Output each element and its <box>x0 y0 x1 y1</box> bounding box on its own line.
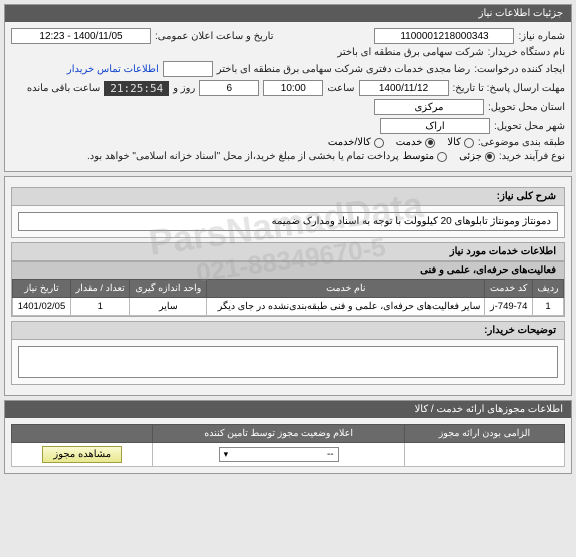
subject-option-1[interactable]: خدمت <box>396 137 436 148</box>
delivery-prov-value: مرکزی <box>374 99 484 115</box>
process-option-1[interactable]: متوسط <box>403 151 447 162</box>
panel-need-details: جزئیات اطلاعات نیاز شماره نیاز: 11000012… <box>4 4 572 172</box>
services-th-4: تعداد / مقدار <box>70 280 130 298</box>
process-radio-group: جزئی متوسط <box>403 151 495 162</box>
panel-header-1: جزئیات اطلاعات نیاز <box>5 5 571 22</box>
need-no-label: شماره نیاز: <box>518 31 565 42</box>
panel-header-3: اطلاعات مجوزهای ارائه خدمت / کالا <box>5 401 571 418</box>
process-radio-icon-0 <box>485 152 495 162</box>
services-td-0-3: سایر <box>130 298 207 316</box>
subject-radio-icon-2 <box>374 138 384 148</box>
services-th-2: نام خدمت <box>207 280 485 298</box>
services-td-0-4: 1 <box>70 298 130 316</box>
process-label-0: جزئی <box>459 151 482 162</box>
permit-action-cell: مشاهده مجوز <box>12 443 153 467</box>
buyer-org-value: شرکت سهامی برق منطقه ای باختر <box>337 47 483 58</box>
process-label-1: متوسط <box>403 151 434 162</box>
delivery-city-label: شهر محل تحویل: <box>494 121 565 132</box>
panel-need-body: شرح کلی نیاز: دمونتاژ ومونتاژ تابلوهای 2… <box>4 176 572 396</box>
process-option-0[interactable]: جزئی <box>459 151 495 162</box>
permit-status-select[interactable]: -- <box>219 447 339 462</box>
permits-table: الزامی بودن ارائه مجوزاعلام وضعیت مجوز ت… <box>11 424 565 467</box>
days-label: روز و <box>173 83 195 94</box>
subject-label-2: کالا/خدمت <box>328 137 371 148</box>
delivery-city-value: اراک <box>380 118 490 134</box>
remaining-label: ساعت باقی مانده <box>27 83 100 94</box>
services-th-5: تاریخ نیاز <box>13 280 71 298</box>
deadline-date: 1400/11/12 <box>359 80 449 96</box>
buyer-notes-label: توضیحات خریدار: <box>12 322 564 340</box>
buyer-org-label: نام دستگاه خریدار: <box>488 47 565 58</box>
days-value: 6 <box>199 80 259 96</box>
services-th-3: واحد اندازه گیری <box>130 280 207 298</box>
permit-required-cell <box>404 443 564 467</box>
countdown-timer: 21:25:54 <box>104 81 169 96</box>
view-permit-button[interactable]: مشاهده مجوز <box>42 446 122 463</box>
contact-extra-box <box>163 61 213 77</box>
subject-radio-icon-0 <box>464 138 474 148</box>
permits-th-1: اعلام وضعیت مجوز توسط تامین کننده <box>153 425 404 443</box>
announce-label: تاریخ و ساعت اعلان عمومی: <box>155 31 274 42</box>
subject-label-1: خدمت <box>396 137 423 148</box>
requester-value: رضا مجدی خدمات دفتری شرکت سهامی برق منطق… <box>217 64 471 75</box>
services-th-0: ردیف <box>532 280 563 298</box>
category-band: فعالیت‌های حرفه‌ای، علمی و فنی <box>12 261 564 279</box>
deadline-time: 10:00 <box>263 80 323 96</box>
panel-permits: اطلاعات مجوزهای ارائه خدمت / کالا الزامی… <box>4 400 572 474</box>
select-placeholder: -- <box>327 449 334 460</box>
delivery-prov-label: استان محل تحویل: <box>488 102 565 113</box>
process-label: نوع فرآیند خرید: <box>499 151 565 162</box>
services-td-0-0: 1 <box>532 298 563 316</box>
subject-class-label: طبقه بندی موضوعی: <box>478 137 565 148</box>
buyer-notes-input[interactable] <box>18 346 558 378</box>
deadline-label: مهلت ارسال پاسخ: تا تاریخ: <box>453 83 565 94</box>
services-td-0-5: 1401/02/05 <box>13 298 71 316</box>
general-desc-label: شرح کلی نیاز: <box>12 188 564 206</box>
contact-link[interactable]: اطلاعات تماس خریدار <box>67 64 159 75</box>
announce-value: 1400/11/05 - 12:23 <box>11 28 151 44</box>
process-note: پرداخت تمام یا بخشی از مبلغ خرید،از محل … <box>87 151 399 162</box>
services-table: ردیفکد خدمتنام خدمتواحد اندازه گیریتعداد… <box>12 279 564 316</box>
subject-label-0: کالا <box>447 137 461 148</box>
need-no-value: 1100001218000343 <box>374 28 514 44</box>
requester-label: ایجاد کننده درخواست: <box>474 64 565 75</box>
subject-radio-icon-1 <box>425 138 435 148</box>
services-title: اطلاعات خدمات مورد نیاز <box>12 243 564 261</box>
permits-th-0: الزامی بودن ارائه مجوز <box>404 425 564 443</box>
time-label-1: ساعت <box>327 83 354 94</box>
services-th-1: کد خدمت <box>485 280 533 298</box>
table-row: 1749-74-زسایر فعالیت‌های حرفه‌ای، علمی و… <box>13 298 564 316</box>
subject-option-0[interactable]: کالا <box>447 137 474 148</box>
services-td-0-1: 749-74-ز <box>485 298 533 316</box>
permit-status-cell: -- <box>153 443 404 467</box>
general-desc-input[interactable]: دمونتاژ ومونتاژ تابلوهای 20 کیلوولت با ت… <box>18 212 558 231</box>
subject-option-2[interactable]: کالا/خدمت <box>328 137 384 148</box>
permits-th-2 <box>12 425 153 443</box>
subject-radio-group: کالا خدمت کالا/خدمت <box>328 137 474 148</box>
services-td-0-2: سایر فعالیت‌های حرفه‌ای، علمی و فنی طبقه… <box>207 298 485 316</box>
process-radio-icon-1 <box>437 152 447 162</box>
